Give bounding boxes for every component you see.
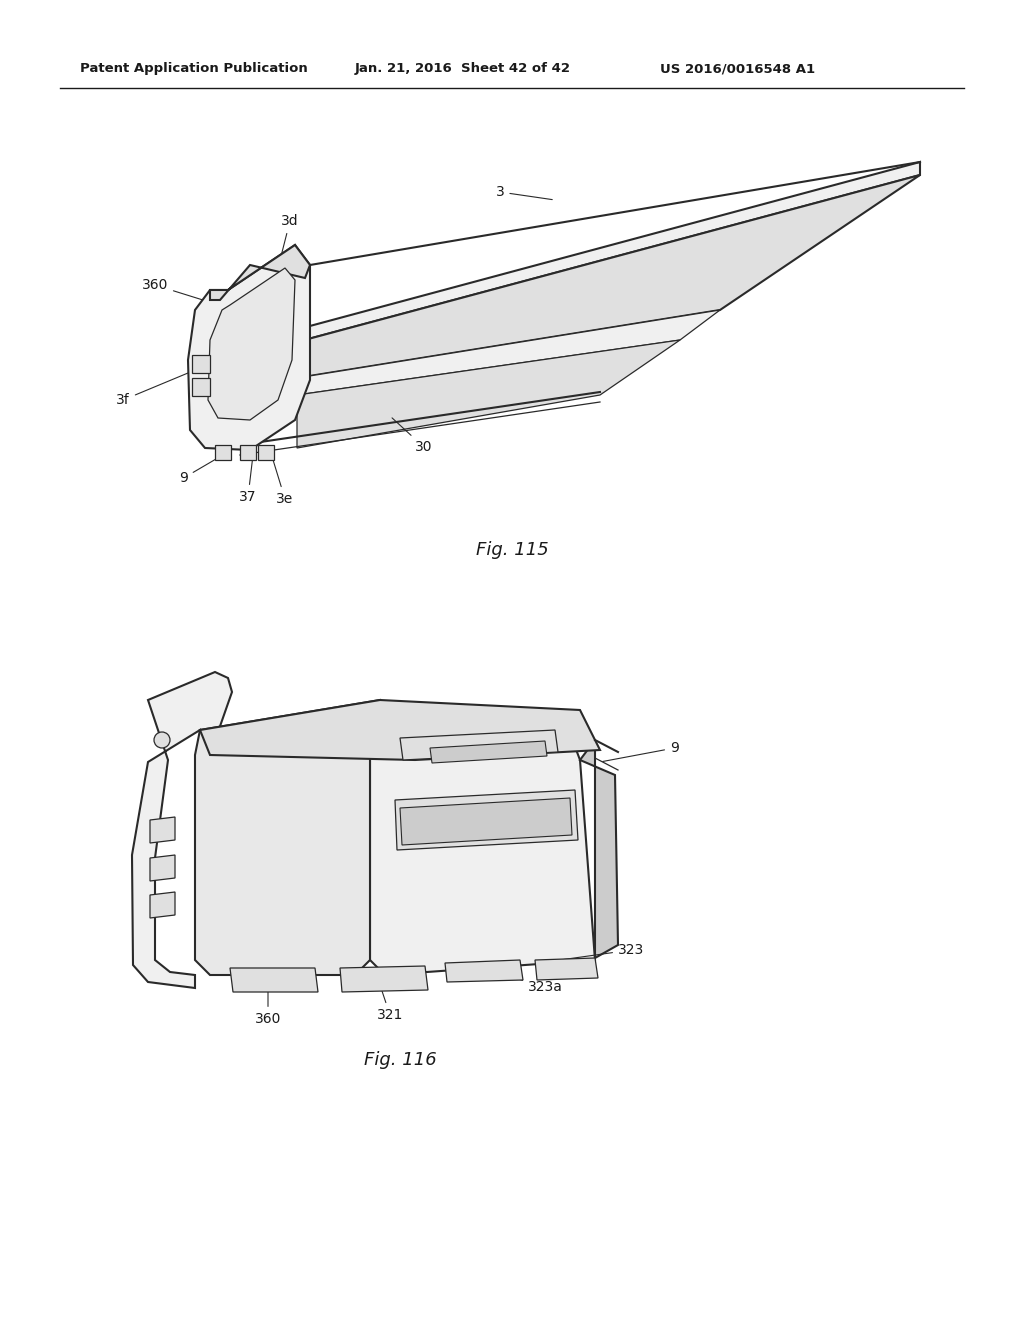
Polygon shape — [240, 445, 256, 459]
Text: Jan. 21, 2016  Sheet 42 of 42: Jan. 21, 2016 Sheet 42 of 42 — [355, 62, 571, 75]
Polygon shape — [193, 355, 210, 374]
Polygon shape — [150, 817, 175, 843]
Polygon shape — [297, 341, 680, 447]
Text: 3f: 3f — [117, 370, 198, 407]
Polygon shape — [200, 700, 600, 760]
Polygon shape — [258, 445, 274, 459]
Polygon shape — [150, 855, 175, 880]
Polygon shape — [132, 672, 232, 987]
Text: 3e: 3e — [270, 453, 294, 506]
Text: 323: 323 — [563, 942, 644, 960]
Polygon shape — [193, 378, 210, 396]
Text: 321: 321 — [376, 973, 403, 1022]
Text: 9: 9 — [179, 453, 225, 484]
Text: 3: 3 — [496, 185, 552, 199]
Polygon shape — [188, 246, 310, 450]
Polygon shape — [580, 741, 618, 958]
Polygon shape — [297, 176, 920, 378]
Polygon shape — [210, 246, 310, 300]
Text: 360: 360 — [141, 279, 232, 309]
Polygon shape — [230, 968, 318, 993]
Polygon shape — [295, 162, 920, 342]
Polygon shape — [445, 960, 523, 982]
Text: 323a: 323a — [473, 966, 563, 994]
Text: 30: 30 — [392, 418, 432, 454]
Polygon shape — [370, 719, 595, 975]
Text: Fig. 115: Fig. 115 — [475, 541, 549, 558]
Polygon shape — [215, 445, 231, 459]
Polygon shape — [195, 700, 380, 975]
Polygon shape — [400, 799, 572, 845]
Polygon shape — [535, 958, 598, 979]
Text: Fig. 116: Fig. 116 — [364, 1051, 436, 1069]
Text: 9: 9 — [603, 741, 679, 762]
Text: 37: 37 — [240, 458, 257, 504]
Text: US 2016/0016548 A1: US 2016/0016548 A1 — [660, 62, 815, 75]
Text: 360: 360 — [255, 981, 282, 1026]
Polygon shape — [395, 789, 578, 850]
Polygon shape — [430, 741, 547, 763]
Polygon shape — [340, 966, 428, 993]
Text: 3d: 3d — [279, 214, 299, 265]
Polygon shape — [297, 310, 720, 395]
Polygon shape — [150, 892, 175, 917]
Polygon shape — [400, 730, 558, 760]
Text: Patent Application Publication: Patent Application Publication — [80, 62, 308, 75]
Circle shape — [154, 733, 170, 748]
Polygon shape — [208, 268, 295, 420]
